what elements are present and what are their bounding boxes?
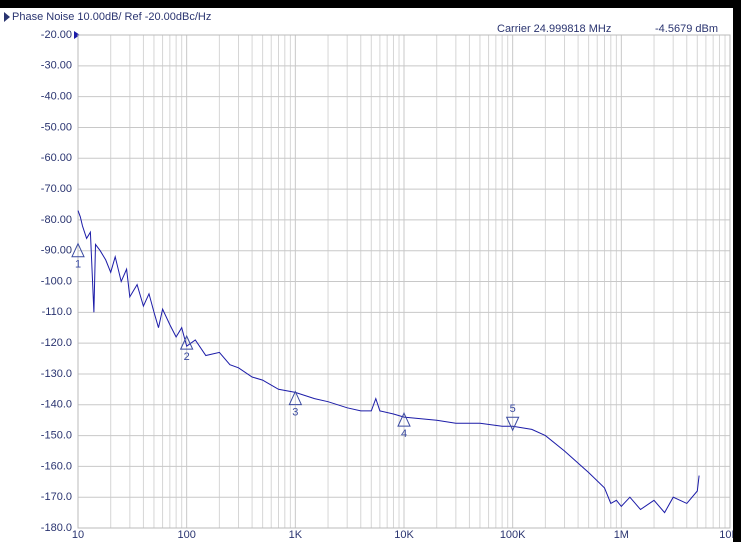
- marker-label: 2: [184, 351, 190, 363]
- y-tick-label: -70.00: [41, 183, 72, 195]
- marker-label: 1: [75, 259, 81, 271]
- title-arrow: [4, 12, 10, 22]
- plot-border: [77, 34, 731, 529]
- y-tick-label: -40.00: [41, 91, 72, 103]
- marker: [179, 334, 194, 350]
- y-tick-label: -20.00: [41, 29, 72, 41]
- marker-label: 3: [292, 406, 298, 418]
- x-tick-label: 10K: [394, 529, 414, 541]
- y-tick-label: -50.00: [41, 121, 72, 133]
- y-tick-label: -180.0: [41, 522, 72, 534]
- y-tick-label: -110.0: [42, 306, 72, 318]
- y-tick-label: -30.00: [41, 60, 72, 72]
- screen: [0, 8, 733, 542]
- x-tick-label: 100: [177, 529, 195, 541]
- y-tick-label: -60.00: [41, 152, 72, 164]
- x-tick-label: 10: [72, 529, 84, 541]
- right-edge: [733, 0, 741, 542]
- y-tick-label: -90.00: [41, 245, 72, 257]
- y-tick-label: -140.0: [41, 399, 72, 411]
- y-tick-label: -150.0: [41, 429, 72, 441]
- trace: [77, 210, 700, 514]
- ref-arrow: [74, 31, 80, 39]
- marker: [397, 411, 411, 427]
- y-tick-label: -100.0: [41, 275, 72, 287]
- carrier: Carrier 24.999818 MHz: [497, 23, 611, 35]
- x-tick-label: 1K: [289, 529, 303, 541]
- marker-label: 4: [401, 428, 407, 440]
- x-tick-label: 100K: [500, 529, 526, 541]
- plot: -20.00 -30.00 -40.00 -50.00 -60.00 -70.00 -80.…: [41, 29, 741, 541]
- marker: [505, 416, 520, 432]
- chart-title: Phase Noise 10.00dB/ Ref -20.00dBc/Hz: [12, 11, 211, 23]
- marker: [71, 242, 85, 258]
- y-tick-label: -160.0: [41, 460, 72, 472]
- marker: [288, 390, 303, 406]
- y-tick-label: -120.0: [41, 337, 72, 349]
- carrier-power: -4.5679 dBm: [655, 23, 718, 35]
- marker-label: 5: [510, 403, 516, 415]
- y-tick-label: -130.0: [41, 368, 72, 380]
- y-tick-label: -80.00: [41, 214, 72, 226]
- y-tick-label: -170.0: [41, 491, 72, 503]
- x-tick-label: 1M: [614, 529, 629, 541]
